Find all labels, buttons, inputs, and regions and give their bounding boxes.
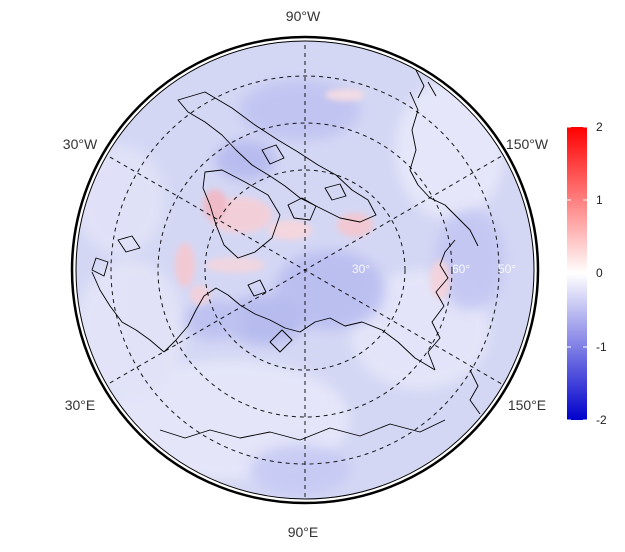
coast-islands-a	[287, 197, 317, 221]
coastlines	[91, 69, 481, 441]
coast-asia-south	[159, 419, 446, 441]
pink-chukotka	[430, 260, 450, 300]
coast-canada-arctic	[177, 91, 377, 223]
coast-islands-c	[324, 183, 347, 201]
coast-europe	[91, 271, 165, 353]
coast-scandinavia	[163, 287, 241, 353]
coast-japan-kam	[469, 369, 481, 415]
coast-greenland	[202, 169, 281, 259]
colorbar-ramp	[567, 127, 587, 420]
pink-barents	[205, 257, 265, 273]
coast-siberia	[239, 304, 436, 371]
colorbar-label-2: 2	[596, 120, 603, 134]
blue-siberia-east	[435, 210, 505, 310]
lat-label-1: 30°	[352, 262, 370, 276]
colorbar: 2 1 0 -1 -2	[567, 120, 607, 427]
coast-islands-b	[261, 144, 285, 165]
map-rim-outer	[70, 35, 540, 505]
pale-europe	[76, 260, 185, 400]
lon-label-bottom: 90°E	[288, 524, 319, 540]
pink-baffin-east	[268, 220, 312, 240]
colorbar-label-1: 1	[596, 193, 603, 207]
coast-svalbard	[247, 279, 267, 297]
pale-atlantic	[76, 145, 165, 255]
map-rim-inner	[75, 40, 535, 500]
lat-label-2: 60°	[452, 262, 470, 276]
lon-label-lower-right: 150°E	[508, 397, 546, 413]
lat-label-3: 50°	[498, 262, 516, 276]
lat-circle-middle	[157, 122, 453, 418]
pink-labrador	[175, 243, 195, 287]
coast-pacific-nw	[415, 69, 437, 99]
lon-label-top: 90°W	[286, 8, 321, 24]
blue-central-arctic	[275, 250, 385, 330]
colorbar-ticks	[567, 126, 587, 421]
meridian-150-30	[102, 152, 508, 388]
colorbar-label-m1: -1	[596, 340, 607, 354]
pale-alaska	[395, 80, 505, 220]
graticule	[102, 41, 508, 499]
blue-europe-north	[185, 300, 245, 340]
pink-ellesmere	[325, 89, 365, 101]
longitude-labels: 90°W 90°E 30°W 30°E 150°W 150°E	[63, 8, 549, 540]
coast-alaska	[409, 91, 479, 247]
blue-asia-south	[250, 445, 350, 495]
lon-label-upper-left: 30°W	[63, 136, 98, 152]
latitude-labels: 30° 60° 50°	[352, 262, 516, 276]
colorbar-label-m2: -2	[596, 413, 607, 427]
coast-chukotka	[427, 239, 456, 371]
coast-uk-iceland	[91, 235, 141, 277]
colorbar-label-0: 0	[596, 266, 603, 280]
pink-norway	[190, 285, 210, 305]
blue-canada	[240, 80, 360, 140]
lat-circle-inner	[204, 169, 406, 371]
lon-label-upper-right: 150°W	[506, 136, 549, 152]
coast-novaya	[269, 329, 293, 353]
lon-label-lower-left: 30°E	[65, 397, 96, 413]
pink-greenland-west	[203, 189, 227, 221]
